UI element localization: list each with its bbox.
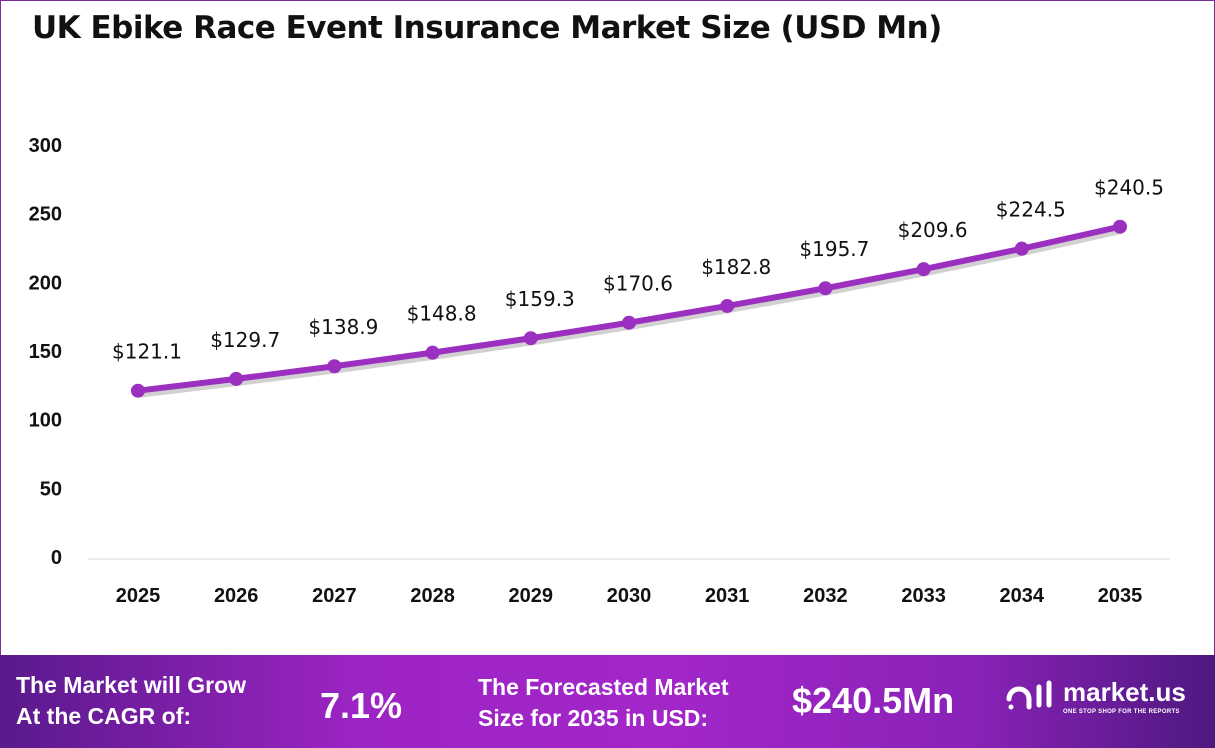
data-label: $129.7 [210,328,280,352]
data-label: $121.1 [112,340,182,364]
data-point [229,371,244,386]
x-axis: 2025 2026 2027 2028 2029 2030 2031 2032 2033 2034… [88,558,1170,607]
data-point [818,281,833,296]
data-point [523,331,538,346]
data-label: $224.5 [996,198,1066,222]
x-tick-label: 2027 [312,585,357,607]
cagr-label-line1: The Market will Grow [16,672,247,698]
y-tick-label: 0 [51,547,62,569]
y-tick-label: 250 [29,204,62,226]
x-tick-label: 2025 [116,585,161,607]
logo-tagline: ONE STOP SHOP FOR THE REPORTS [1063,709,1180,715]
y-tick-label: 200 [29,272,62,294]
data-point [327,359,342,374]
data-point [916,262,931,277]
logo-name: market.us [1063,677,1186,707]
logo-mark-icon [1006,680,1052,710]
data-point [425,345,440,360]
data-label: $209.6 [898,218,968,242]
forecast-label: The Forecasted Market Size for 2035 in U… [478,672,729,734]
x-tick-label: 2026 [214,585,259,607]
footer-banner: The Market will Grow At the CAGR of: 7.1… [0,655,1215,748]
data-label: $138.9 [308,315,378,339]
y-tick-label: 100 [29,410,62,432]
x-tick-label: 2028 [410,585,455,607]
chart-title: UK Ebike Race Event Insurance Market Siz… [32,10,942,46]
x-tick-label: 2035 [1098,585,1143,607]
y-tick-label: 300 [29,135,62,157]
x-tick-label: 2033 [901,585,946,607]
data-point [622,315,636,330]
data-point [720,298,735,313]
series-line [137,223,1121,394]
forecast-value: $240.5Mn [792,680,955,721]
data-label: $240.5 [1094,176,1164,200]
cagr-value: 7.1% [320,685,403,726]
x-tick-label: 2032 [803,585,848,607]
x-tick-label: 2029 [509,585,554,607]
forecast-label-line1: The Forecasted Market [478,674,729,700]
market-us-logo: market.us ONE STOP SHOP FOR THE REPORTS [1005,677,1186,722]
y-axis: 0 50 100 150 200 250 300 [29,135,62,569]
data-label: $182.8 [701,255,771,279]
data-point [131,383,145,398]
x-tick-label: 2030 [607,585,652,607]
series: $121.1 $129.7 $138.9 $148.8 $159.3 $170.6 $182… [112,176,1164,398]
cagr-label-line2: At the CAGR of: [16,703,192,729]
x-tick-label: 2031 [705,585,750,607]
cagr-label: The Market will Grow At the CAGR of: [16,670,246,732]
data-point [1113,219,1127,234]
data-point [1014,241,1029,256]
forecast-label-line2: Size for 2035 in USD: [478,705,709,731]
data-label: $170.6 [603,272,673,296]
y-tick-label: 150 [29,341,62,363]
data-label: $148.8 [407,302,477,326]
y-tick-label: 50 [40,478,62,500]
x-tick-label: 2034 [1000,585,1045,607]
data-label: $159.3 [505,287,575,311]
data-label: $195.7 [799,237,869,261]
